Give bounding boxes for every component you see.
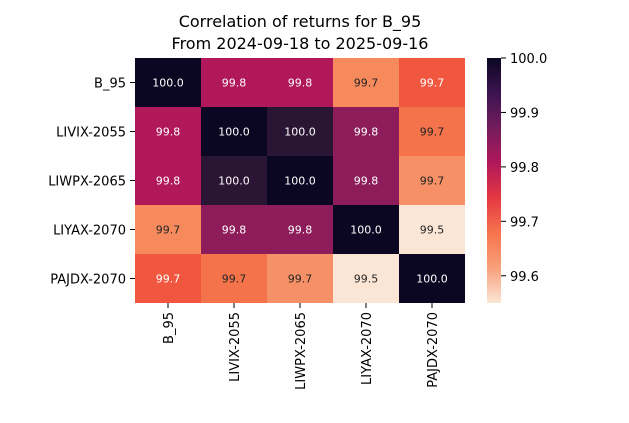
- cell-value-label: 100.0: [218, 175, 250, 188]
- column-label: B_95: [162, 312, 177, 344]
- colorbar-tick-label: 100.0: [510, 52, 547, 67]
- column-labels: B_95 LIVIX-2055 LIWPX-2065 LIYAX-2070 PAJDX-…: [162, 303, 441, 390]
- cell-value-label: 99.8: [288, 77, 313, 90]
- colorbar-tick-label: 99.6: [510, 270, 539, 285]
- row-label: PAJDX-2070: [50, 273, 126, 288]
- cell-value-label: 100.0: [416, 273, 448, 286]
- heatmap-cell: [135, 107, 201, 156]
- heatmap-cell: [399, 254, 465, 303]
- column-label: LIWPX-2065: [294, 312, 309, 390]
- cell-value-label: 99.5: [420, 224, 445, 237]
- colorbar-tick-label: 99.7: [510, 215, 539, 230]
- heatmap-cell: [201, 254, 267, 303]
- heatmap-cell: [333, 254, 399, 303]
- colorbar: [487, 58, 501, 303]
- heatmap-cell: [135, 58, 201, 107]
- cell-value-label: 100.0: [218, 126, 250, 139]
- heatmap-cell: [333, 205, 399, 254]
- row-labels: B_95 LIVIX-2055 LIWPX-2065 LIYAX-2070 PAJDX-…: [48, 77, 135, 288]
- cell-value-label: 99.7: [354, 77, 379, 90]
- cell-value-label: 100.0: [152, 77, 184, 90]
- row-label: LIVIX-2055: [56, 126, 126, 141]
- heatmap-cell: [201, 107, 267, 156]
- heatmap-cell: [399, 107, 465, 156]
- cell-value-label: 99.8: [156, 126, 181, 139]
- heatmap-cell: [201, 156, 267, 205]
- row-label: B_95: [94, 77, 126, 92]
- cell-value-label: 99.5: [354, 273, 379, 286]
- heatmap-cell: [333, 156, 399, 205]
- heatmap-cell: [267, 205, 333, 254]
- heatmap-cell: [267, 156, 333, 205]
- heatmap-cell: [333, 107, 399, 156]
- cell-value-label: 99.7: [156, 273, 181, 286]
- row-label: LIWPX-2065: [48, 175, 126, 190]
- heatmap-cell: [399, 205, 465, 254]
- heatmap-cell: [135, 156, 201, 205]
- colorbar-tick-label: 99.9: [510, 106, 539, 121]
- colorbar-ticks: 100.0 99.9 99.8 99.7 99.6: [501, 52, 547, 285]
- heatmap-cell: [267, 254, 333, 303]
- heatmap-cell: [333, 58, 399, 107]
- heatmap-cell: [135, 254, 201, 303]
- row-label: LIYAX-2070: [53, 224, 126, 239]
- cell-value-label: 99.8: [222, 77, 247, 90]
- cell-value-label: 100.0: [284, 126, 316, 139]
- heatmap-cell: [267, 107, 333, 156]
- cell-value-label: 99.7: [420, 126, 445, 139]
- cell-value-label: 99.7: [288, 273, 313, 286]
- heatmap-cell: [267, 58, 333, 107]
- heatmap-cell: [135, 205, 201, 254]
- column-label: PAJDX-2070: [426, 312, 441, 388]
- cell-value-label: 100.0: [284, 175, 316, 188]
- cell-value-label: 99.8: [222, 224, 247, 237]
- heatmap-cell: [399, 156, 465, 205]
- cell-value-label: 99.7: [156, 224, 181, 237]
- cell-value-label: 100.0: [350, 224, 382, 237]
- chart-subtitle: From 2024-09-18 to 2025-09-16: [172, 34, 429, 53]
- heatmap-cells: 100.0 99.8 99.8 99.7 99.7 99.8 100.0 100.0 99.8 9…: [135, 58, 465, 303]
- cell-value-label: 99.7: [222, 273, 247, 286]
- cell-value-label: 99.7: [420, 175, 445, 188]
- cell-value-label: 99.7: [420, 77, 445, 90]
- chart-title: Correlation of returns for B_95: [179, 12, 422, 32]
- column-label: LIVIX-2055: [228, 312, 243, 382]
- cell-value-label: 99.8: [156, 175, 181, 188]
- cell-value-label: 99.8: [354, 175, 379, 188]
- heatmap-cell: [201, 205, 267, 254]
- colorbar-tick-label: 99.8: [510, 161, 539, 176]
- cell-value-label: 99.8: [354, 126, 379, 139]
- cell-value-label: 99.8: [288, 224, 313, 237]
- column-label: LIYAX-2070: [360, 312, 375, 385]
- heatmap-cell: [399, 58, 465, 107]
- heatmap-cell: [201, 58, 267, 107]
